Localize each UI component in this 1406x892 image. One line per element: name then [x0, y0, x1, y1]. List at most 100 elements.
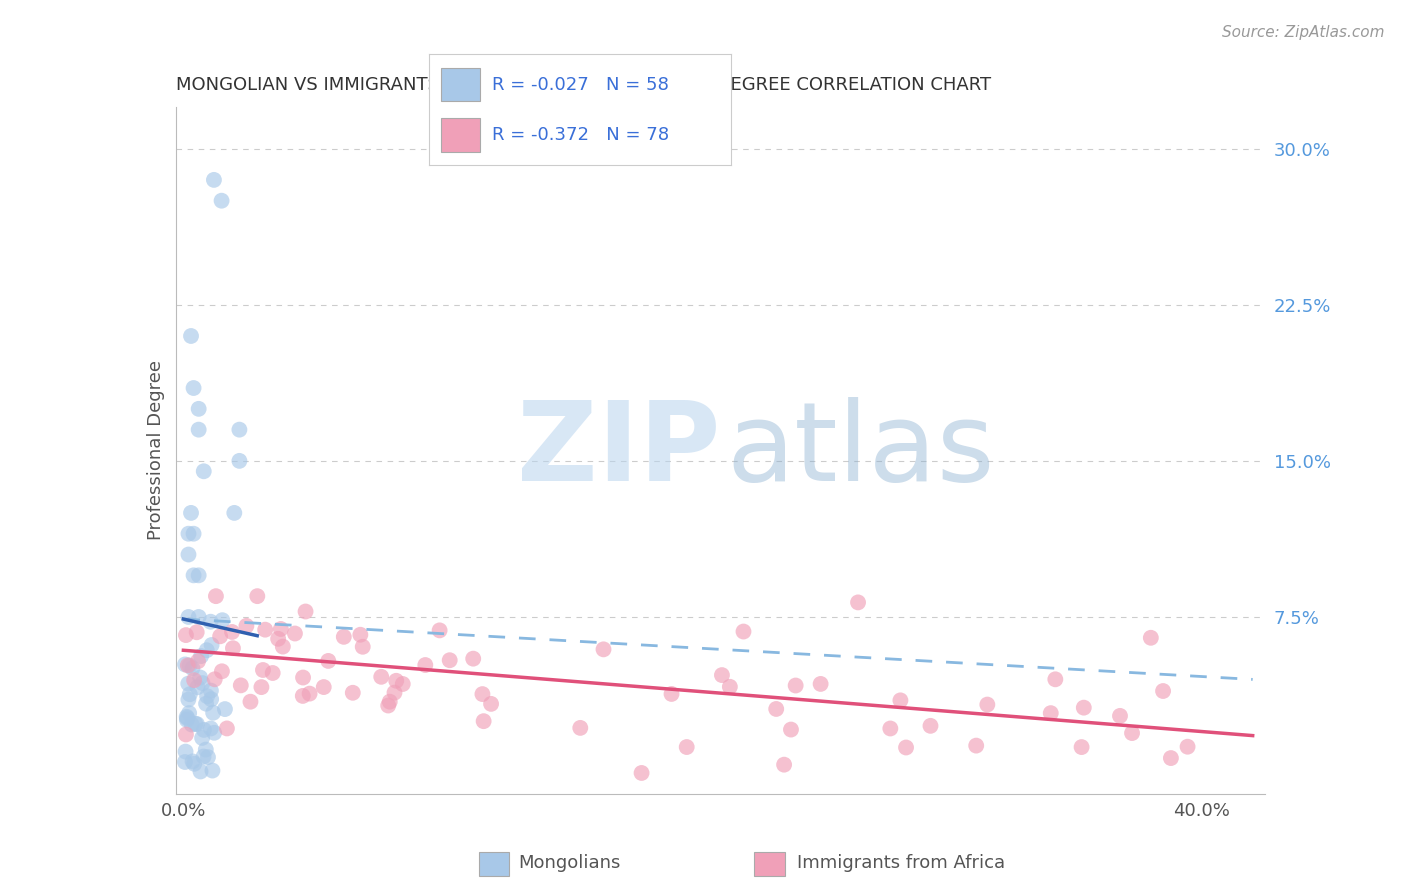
- Point: [179, 658, 201, 673]
- Text: Immigrants from Africa: Immigrants from Africa: [797, 854, 1005, 872]
- Text: ZIP: ZIP: [517, 397, 721, 504]
- Point: [221, 624, 243, 639]
- Point: [965, 739, 987, 753]
- Point: [413, 658, 436, 673]
- Point: [228, 454, 250, 468]
- Point: [211, 613, 233, 627]
- Point: [250, 680, 273, 694]
- Point: [222, 641, 245, 656]
- Point: [186, 625, 208, 640]
- Point: [976, 698, 998, 712]
- Point: [184, 716, 207, 731]
- Point: [385, 673, 408, 688]
- Point: [785, 679, 807, 693]
- Point: [810, 677, 832, 691]
- Point: [191, 731, 214, 745]
- Point: [254, 623, 277, 637]
- Point: [846, 595, 869, 609]
- Point: [200, 683, 222, 698]
- Point: [879, 722, 901, 736]
- Point: [200, 638, 222, 652]
- Point: [569, 721, 592, 735]
- Point: [439, 653, 461, 667]
- Point: [193, 749, 215, 764]
- Point: [267, 632, 290, 646]
- Text: atlas: atlas: [725, 397, 994, 504]
- Point: [187, 423, 209, 437]
- Point: [1039, 706, 1062, 720]
- Point: [177, 692, 200, 706]
- Point: [176, 710, 198, 724]
- Point: [215, 722, 238, 736]
- Point: [1045, 673, 1067, 687]
- Point: [246, 589, 269, 603]
- Point: [391, 677, 413, 691]
- Point: [202, 173, 225, 187]
- Point: [630, 766, 652, 780]
- Point: [179, 687, 201, 701]
- Point: [202, 726, 225, 740]
- Point: [429, 624, 451, 638]
- Point: [201, 764, 224, 778]
- Point: [733, 624, 755, 639]
- FancyBboxPatch shape: [441, 119, 481, 152]
- Point: [229, 678, 252, 692]
- Point: [1152, 684, 1174, 698]
- Point: [177, 548, 200, 562]
- Point: [187, 568, 209, 582]
- Point: [349, 628, 371, 642]
- Point: [190, 764, 212, 779]
- Text: R = -0.027   N = 58: R = -0.027 N = 58: [492, 76, 669, 94]
- Point: [183, 381, 205, 395]
- Point: [205, 589, 228, 603]
- Point: [187, 401, 209, 416]
- Point: [211, 194, 233, 208]
- FancyBboxPatch shape: [479, 852, 509, 876]
- Point: [204, 673, 226, 687]
- Point: [183, 673, 205, 688]
- Point: [197, 750, 219, 764]
- Point: [298, 687, 321, 701]
- Point: [176, 713, 198, 727]
- Point: [352, 640, 374, 654]
- Point: [194, 742, 217, 756]
- Point: [174, 727, 197, 741]
- Point: [228, 423, 250, 437]
- Point: [195, 697, 218, 711]
- Point: [773, 757, 796, 772]
- Point: [190, 649, 212, 664]
- Point: [195, 689, 218, 703]
- Point: [262, 665, 284, 680]
- Point: [209, 629, 232, 643]
- Point: [183, 568, 205, 582]
- Point: [333, 630, 356, 644]
- Text: Source: ZipAtlas.com: Source: ZipAtlas.com: [1222, 25, 1385, 40]
- Point: [294, 605, 316, 619]
- Point: [188, 671, 211, 685]
- Point: [174, 755, 197, 769]
- Point: [183, 756, 205, 771]
- Point: [235, 619, 257, 633]
- Point: [177, 658, 200, 673]
- Point: [292, 671, 315, 685]
- Point: [174, 657, 197, 672]
- Point: [920, 719, 942, 733]
- Point: [211, 665, 233, 679]
- Point: [894, 740, 917, 755]
- Y-axis label: Professional Degree: Professional Degree: [146, 360, 165, 541]
- Point: [661, 687, 683, 701]
- Point: [1177, 739, 1199, 754]
- Point: [187, 610, 209, 624]
- Point: [181, 755, 204, 769]
- Point: [370, 670, 392, 684]
- Point: [1073, 700, 1095, 714]
- Point: [765, 702, 787, 716]
- Point: [183, 526, 205, 541]
- Text: R = -0.372   N = 78: R = -0.372 N = 78: [492, 126, 669, 144]
- Point: [1109, 709, 1132, 723]
- Point: [193, 723, 215, 737]
- Point: [200, 722, 222, 736]
- Point: [174, 628, 197, 642]
- Point: [284, 626, 307, 640]
- Point: [675, 739, 697, 754]
